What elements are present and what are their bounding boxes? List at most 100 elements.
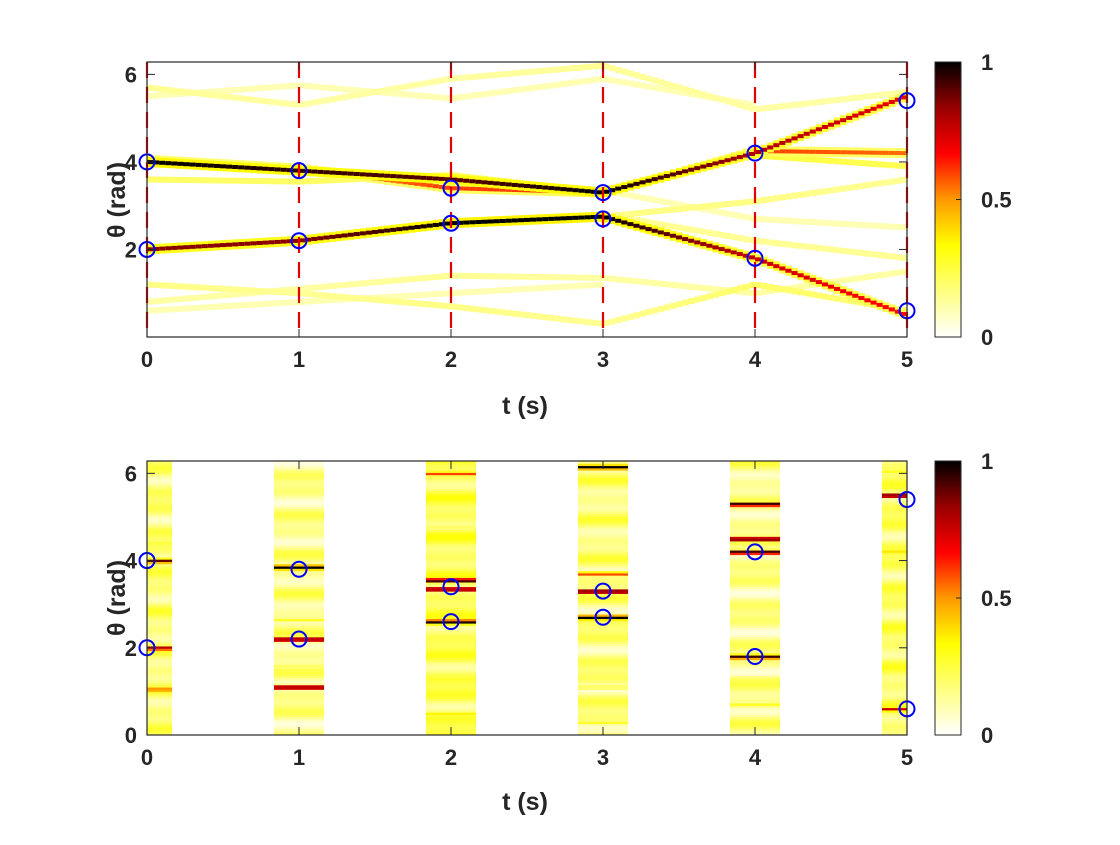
trajectory-cell [767,216,774,223]
trajectory-cell [724,210,732,217]
spectrum-cell [881,504,907,508]
spectrum-cell [881,680,907,683]
trajectory-cell [797,149,805,154]
trajectory-cell [645,75,653,82]
spectrum-cell [577,611,629,615]
spectrum-cell [273,723,325,727]
trajectory-cell [560,80,568,87]
spectrum-cell [729,472,781,476]
spectrum-cell [577,639,629,642]
spectrum-cell [729,499,781,503]
trajectory-cell [390,298,397,305]
trajectory-cell [888,223,896,230]
trajectory-cell [669,302,677,309]
spectrum-cell [425,620,477,624]
spectrum-cell [147,611,173,615]
spectrum-cell [425,719,477,722]
spectrum-cell [577,625,629,629]
trajectory-cell [803,100,811,107]
trajectory-cell [870,160,878,167]
spectrum-cell [729,582,781,585]
spectrum-cell [577,677,629,681]
trajectory-cell [371,279,379,286]
trajectory-cell [834,96,841,103]
spectrum-cell [273,536,325,540]
trajectory-cell [438,77,446,84]
spectrum-cell [273,607,325,610]
spectrum-cell [577,499,629,503]
spectrum-cell [881,668,907,672]
trajectory-cell [244,165,251,170]
trajectory-cell [493,71,501,78]
spectrum-cell [881,600,907,604]
trajectory-cell [700,203,707,210]
trajectory-cell [669,233,677,238]
trajectory-cell [888,99,896,104]
trajectory-cell [773,217,780,224]
spectrum-cell [729,486,781,489]
trajectory-cell [530,312,537,319]
trajectory-cell [748,101,756,108]
spectrum-cell [273,716,325,720]
trajectory-cell [767,288,774,295]
trajectory-cell [390,174,397,179]
trajectory-cell [882,102,890,107]
trajectory-cell [523,85,531,92]
trajectory-cell [572,317,580,324]
trajectory-cell [244,86,251,93]
trajectory-cell [675,301,683,308]
spectrum-cell [147,490,173,494]
spectrum-cell [881,518,907,521]
trajectory-cell [499,181,507,186]
spectrum-cell [577,588,629,592]
trajectory-cell [475,91,482,98]
trajectory-cell [274,99,282,106]
trajectory-cell [584,77,592,84]
spectrum-cell [273,677,325,681]
trajectory-cell [827,157,835,164]
spectrum-cell [729,707,781,711]
spectrum-cell [881,641,907,645]
trajectory-cell [888,150,896,155]
trajectory-cell [724,158,732,163]
spectrum-cell [273,502,325,505]
spectrum-cell [577,470,629,473]
spectrum-cell [273,522,325,526]
spectrum-cell [881,709,907,713]
trajectory-cell [815,245,823,252]
spectrum-cell [273,668,325,672]
trajectory-cell [438,273,446,280]
trajectory-cell [311,291,318,298]
spectrum-cell [273,714,325,718]
trajectory-cell [147,84,154,91]
trajectory-cell [566,65,574,72]
trajectory-cell [487,307,495,314]
spectrum-cell [147,609,173,613]
spectrum-cell [273,467,325,471]
spectrum-cell [577,648,629,652]
spectrum-cell [425,540,477,544]
spectrum-cell [147,703,173,706]
spectrum-cell [273,520,325,524]
trajectory-cell [663,86,671,93]
trajectory-cell [305,237,312,242]
trajectory-cell [779,103,786,110]
trajectory-cell [286,100,294,107]
spectrum-cell [147,675,173,679]
trajectory-cell [493,308,501,315]
trajectory-cell [645,227,653,232]
spectrum-cell [425,563,477,567]
trajectory-cell [347,93,355,100]
spectrum-cell [273,652,325,656]
spectrum-cell [881,538,907,542]
trajectory-cell [584,189,592,194]
trajectory-cell [481,307,489,314]
trajectory-cell [840,96,847,103]
trajectory-cell [469,179,476,184]
trajectory-cell [226,303,233,310]
trajectory-cell [378,173,385,178]
spectrum-cell [881,643,907,647]
spectrum-cell [577,536,629,540]
trajectory-cell [603,63,610,70]
trajectory-cell [171,87,178,94]
